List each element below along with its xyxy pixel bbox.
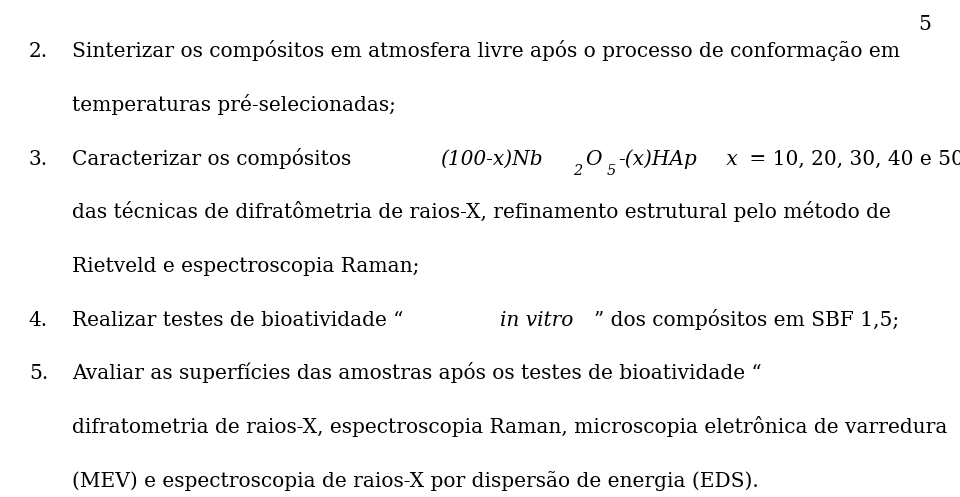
Text: Sinterizar os compósitos em atmosfera livre após o processo de conformação em: Sinterizar os compósitos em atmosfera li… <box>72 40 900 61</box>
Text: 2: 2 <box>573 165 582 178</box>
Text: Caracterizar os compósitos: Caracterizar os compósitos <box>72 148 358 168</box>
Text: das técnicas de difratômetria de raios-X, refinamento estrutural pelo método de: das técnicas de difratômetria de raios-X… <box>72 201 891 222</box>
Text: 2.: 2. <box>29 42 48 61</box>
Text: Avaliar as superfícies das amostras após os testes de bioatividade “: Avaliar as superfícies das amostras após… <box>72 362 761 383</box>
Text: O: O <box>585 150 601 168</box>
Text: Rietveld e espectroscopia Raman;: Rietveld e espectroscopia Raman; <box>72 257 420 276</box>
Text: 5: 5 <box>919 15 931 34</box>
Text: -(x)HAp: -(x)HAp <box>618 149 697 168</box>
Text: difratometria de raios-X, espectroscopia Raman, microscopia eletrônica de varred: difratometria de raios-X, espectroscopia… <box>72 416 948 437</box>
Text: (MEV) e espectroscopia de raios-X por dispersão de energia (EDS).: (MEV) e espectroscopia de raios-X por di… <box>72 471 758 491</box>
Text: x: x <box>720 150 737 168</box>
Text: Realizar testes de bioatividade “: Realizar testes de bioatividade “ <box>72 311 403 330</box>
Text: 3.: 3. <box>29 150 48 168</box>
Text: 5.: 5. <box>29 364 48 383</box>
Text: 5: 5 <box>606 165 615 178</box>
Text: 4.: 4. <box>29 311 48 330</box>
Text: (100-x)Nb: (100-x)Nb <box>441 150 543 168</box>
Text: in vitro: in vitro <box>500 311 573 330</box>
Text: ” dos compósitos em SBF 1,5;: ” dos compósitos em SBF 1,5; <box>594 309 900 330</box>
Text: temperaturas pré-selecionadas;: temperaturas pré-selecionadas; <box>72 94 396 115</box>
Text: = 10, 20, 30, 40 e 50% por meio: = 10, 20, 30, 40 e 50% por meio <box>743 150 960 168</box>
